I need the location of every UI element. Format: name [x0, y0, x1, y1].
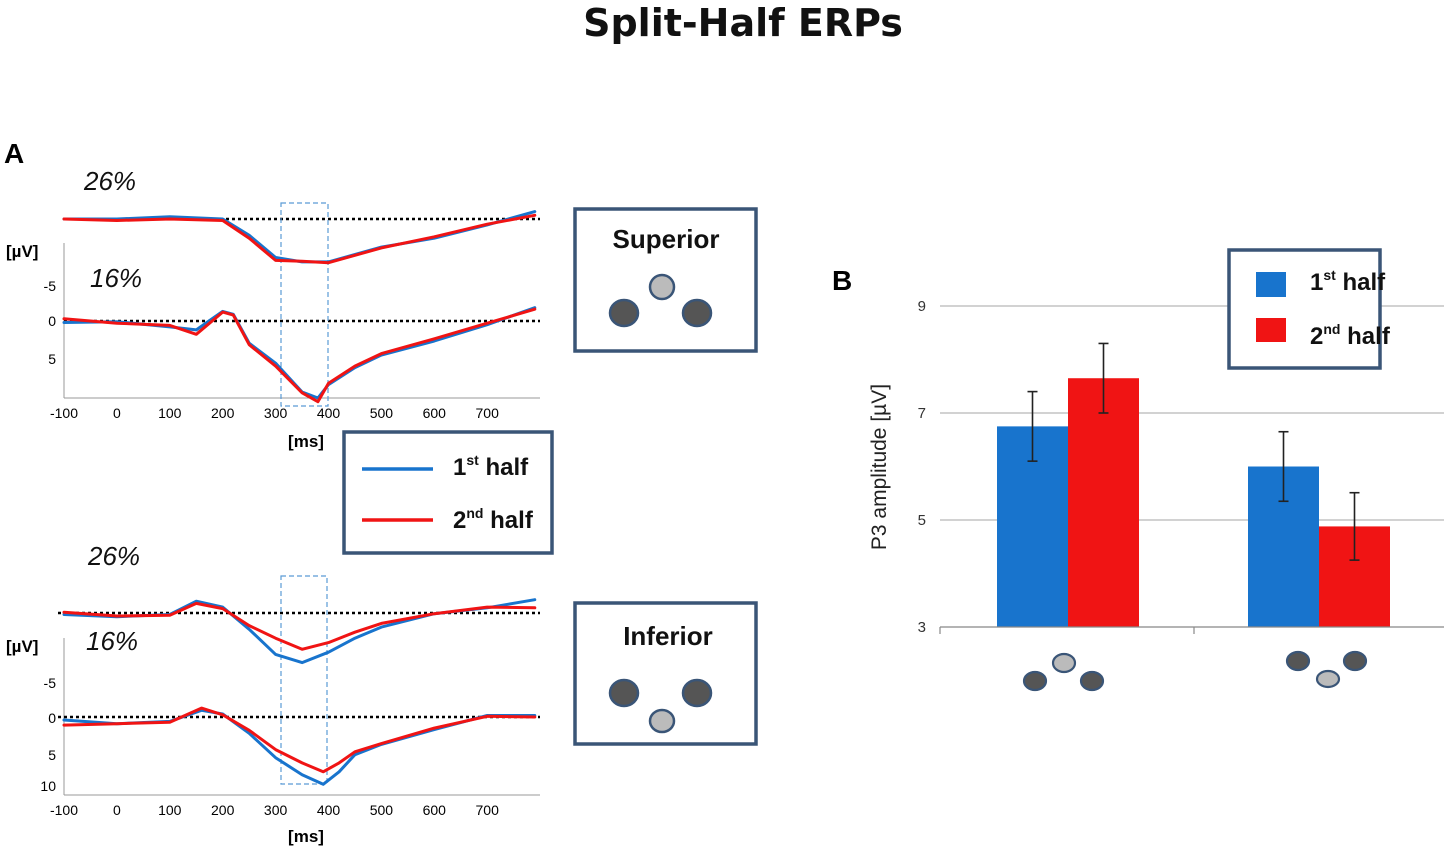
- superior-x-tick: 600: [423, 405, 447, 421]
- superior-top-trace-label: 26%: [83, 166, 136, 196]
- cat-inferior-left-icon: [1285, 650, 1311, 672]
- inferior-box-frame: [573, 601, 758, 746]
- superior-x-tick: 100: [158, 405, 182, 421]
- inferior-top-trace-label: 26%: [87, 541, 140, 571]
- cat-inferior-target-icon: [1315, 669, 1341, 689]
- inferior-x-tick: 500: [370, 802, 394, 818]
- inferior-x-ticks: -100 0 100 200 300 400 500 600 700: [50, 802, 499, 818]
- superior-x-tick: 500: [370, 405, 394, 421]
- legend-first-half-label: 1st half: [453, 452, 529, 481]
- error-bar-superior-first-half: [1027, 390, 1038, 462]
- superior-condition-box: Superior: [573, 207, 758, 353]
- inferior-y-tick-0: 0: [48, 710, 56, 726]
- inferior-bottom-trace-label: 16%: [86, 626, 138, 656]
- inferior-26pct-second-half-trace: [62, 601, 537, 651]
- inferior-x-tick: 700: [476, 802, 500, 818]
- bar-chart-y-ticks: 3 5 7 9: [918, 298, 926, 636]
- panel-a-legend: 1st half 2nd half: [342, 430, 554, 555]
- cat-superior-left-icon: [1022, 670, 1048, 692]
- panel-a-label: A: [4, 138, 24, 169]
- superior-y-tick-5: 5: [48, 351, 56, 367]
- superior-bottom-trace-label: 16%: [90, 263, 142, 293]
- bar-y-tick: 3: [918, 619, 926, 636]
- bar-y-tick: 5: [918, 512, 926, 529]
- superior-box-title: Superior: [613, 224, 720, 254]
- inferior-y-tick-5: 5: [48, 747, 56, 763]
- superior-x-ticks: -100 0 100 200 300 400 500 600 700: [50, 405, 499, 421]
- legend-second-half-label: 2nd half: [453, 505, 534, 534]
- cat-superior-target-icon: [1051, 652, 1077, 674]
- superior-distractor-right-icon: [681, 298, 713, 328]
- bar-chart-bars: [997, 342, 1390, 627]
- superior-traces: [62, 210, 537, 404]
- cat-inferior-right-icon: [1342, 650, 1368, 672]
- inferior-condition-box: Inferior: [573, 601, 758, 746]
- bar-chart-y-label: P3 amplitude [µV]: [868, 384, 891, 550]
- bar-y-tick: 7: [918, 405, 926, 422]
- inferior-distractor-right-icon: [681, 678, 713, 708]
- bar-y-tick: 9: [918, 298, 926, 315]
- inferior-x-unit: [ms]: [288, 827, 324, 846]
- inferior-x-tick: 600: [423, 802, 447, 818]
- error-bar-inferior-second-half: [1349, 491, 1360, 561]
- error-bar-inferior-first-half: [1278, 430, 1289, 503]
- error-bar-superior-second-half: [1098, 342, 1109, 414]
- inferior-x-tick: -100: [50, 802, 78, 818]
- inferior-x-tick: 400: [317, 802, 341, 818]
- superior-p3-window: [280, 202, 329, 407]
- inferior-y-tick-neg5: -5: [44, 675, 57, 691]
- superior-x-tick: -100: [50, 405, 78, 421]
- superior-x-tick: 400: [317, 405, 341, 421]
- superior-x-tick: 300: [264, 405, 288, 421]
- inferior-traces: [62, 598, 537, 786]
- superior-distractor-left-icon: [608, 298, 640, 328]
- category-superior-icon: [1022, 652, 1105, 692]
- panel-a-legend-frame: [342, 430, 554, 555]
- superior-y-tick-neg5: -5: [44, 278, 57, 294]
- inferior-erp-plot: 26% 16% [µV] [ms] -5 0 5 10 -100 0 100 200 3…: [6, 541, 540, 846]
- superior-y-unit: [µV]: [6, 242, 38, 261]
- panel-b-label: B: [832, 265, 852, 296]
- legend-b-first-half-swatch: [1256, 272, 1286, 297]
- inferior-y-unit: [µV]: [6, 637, 38, 656]
- superior-erp-plot: 26% 16% [µV] [ms] -5 0 5 -100 0 100 200 300 4…: [6, 166, 540, 451]
- inferior-distractor-left-icon: [608, 678, 640, 708]
- panel-b-legend: 1st half 2nd half: [1227, 248, 1391, 370]
- category-inferior-icon: [1285, 650, 1368, 689]
- inferior-y-tick-10: 10: [40, 778, 56, 794]
- superior-y-tick-0: 0: [48, 313, 56, 329]
- inferior-16pct-second-half-trace: [62, 706, 537, 774]
- superior-x-tick: 200: [211, 405, 235, 421]
- legend-b-second-half-label: 2nd half: [1310, 321, 1391, 350]
- superior-target-dot-icon: [648, 273, 676, 301]
- panel-b-legend-frame: [1227, 248, 1382, 370]
- inferior-x-tick: 0: [113, 802, 121, 818]
- bar-superior-second-half: [1068, 378, 1139, 627]
- figure-title: Split-Half ERPs: [583, 1, 903, 45]
- legend-b-first-half-label: 1st half: [1310, 267, 1386, 296]
- inferior-x-tick: 300: [264, 802, 288, 818]
- superior-x-tick: 700: [476, 405, 500, 421]
- p3-amplitude-bar-chart: 3 5 7 9 P3 amplitude [µV] 1st half 2nd half: [868, 248, 1444, 692]
- superior-x-unit: [ms]: [288, 432, 324, 451]
- superior-16pct-second-half-trace: [62, 307, 537, 404]
- inferior-p3-window: [280, 575, 328, 785]
- inferior-x-tick: 100: [158, 802, 182, 818]
- cat-superior-right-icon: [1079, 670, 1105, 692]
- superior-x-tick: 0: [113, 405, 121, 421]
- legend-b-second-half-swatch: [1256, 318, 1286, 342]
- inferior-target-dot-icon: [648, 708, 676, 734]
- inferior-x-tick: 200: [211, 802, 235, 818]
- superior-26pct-second-half-trace: [62, 213, 537, 265]
- inferior-box-title: Inferior: [623, 621, 713, 651]
